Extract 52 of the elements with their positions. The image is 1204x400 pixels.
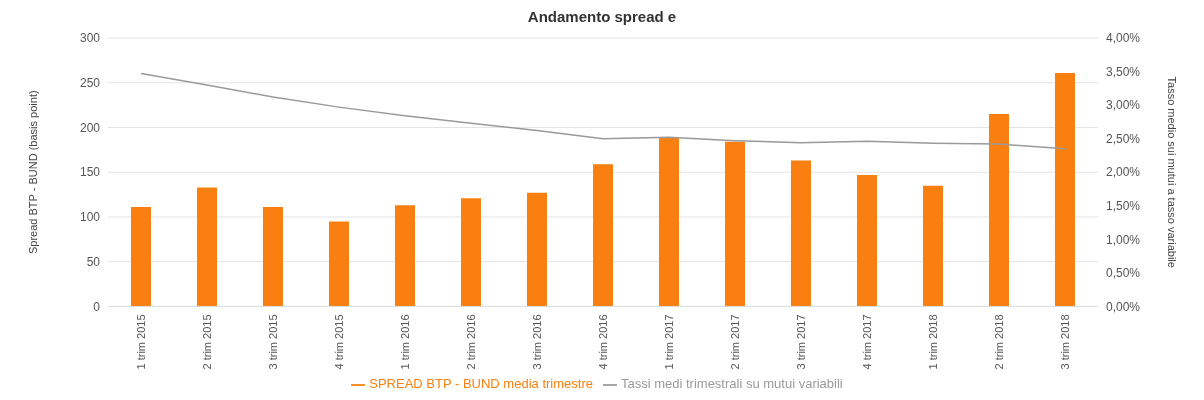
x-tick-label: 3 trim 2018 — [1058, 314, 1071, 370]
bar — [527, 192, 547, 307]
bar — [1055, 72, 1075, 307]
legend-label: Tassi medi trimestrali su mutui variabili — [620, 376, 843, 392]
bar — [461, 198, 481, 307]
x-tick-label: 2 trim 2016 — [464, 314, 477, 370]
x-tick-label: 4 trim 2016 — [596, 314, 609, 370]
legend-label: SPREAD BTP - BUND media trimestre — [369, 376, 593, 392]
y2-tick-label: 2,50% — [1106, 131, 1141, 146]
x-tick-label: 1 trim 2016 — [398, 314, 411, 370]
y2-tick-label: 0,50% — [1106, 266, 1141, 281]
y-axis-title: Spread BTP - BUND (basis point) — [26, 90, 39, 255]
x-tick-label: 3 trim 2015 — [266, 314, 279, 370]
line-series — [140, 72, 1066, 150]
bar — [791, 160, 811, 307]
bar — [923, 185, 943, 307]
y2-tick-label: 0,00% — [1106, 299, 1141, 314]
bar — [395, 205, 415, 307]
bar — [989, 114, 1009, 307]
y-tick-label: 50 — [86, 254, 101, 269]
chart-title: Andamento spread e — [526, 8, 678, 27]
bar — [329, 221, 349, 307]
bar — [197, 187, 217, 307]
y-tick-label: 150 — [79, 165, 101, 180]
y-tick-label: 300 — [79, 31, 101, 46]
bar — [725, 141, 745, 307]
y-tick-label: 200 — [79, 120, 101, 135]
x-tick-label: 2 trim 2015 — [200, 314, 213, 370]
x-tick-label: 1 trim 2015 — [134, 314, 147, 370]
y-tick-label: 250 — [79, 76, 101, 90]
y2-tick-label: 3,00% — [1106, 98, 1141, 113]
bar — [131, 207, 151, 307]
x-tick-label: 2 trim 2018 — [992, 314, 1005, 370]
x-tick-label: 3 trim 2017 — [794, 314, 807, 370]
y2-tick-label: 1,00% — [1106, 232, 1141, 247]
bar — [659, 137, 679, 307]
x-tick-label: 2 trim 2017 — [728, 314, 741, 370]
x-tick-label: 3 trim 2016 — [530, 314, 543, 370]
x-tick-label: 4 trim 2017 — [860, 314, 873, 370]
y2-tick-label: 4,00% — [1106, 31, 1141, 46]
x-tick-label: 1 trim 2017 — [662, 314, 675, 370]
y2-tick-label: 2,00% — [1106, 165, 1141, 180]
bar — [263, 207, 283, 307]
x-tick-label: 4 trim 2015 — [332, 314, 345, 370]
bar — [857, 174, 877, 307]
y2-tick-label: 3,50% — [1106, 64, 1141, 79]
y-tick-label: 0 — [93, 299, 101, 314]
y2-tick-label: 1,50% — [1106, 199, 1141, 214]
x-tick-label: 1 trim 2018 — [926, 314, 939, 370]
y2-axis-title: Tasso medio sui mutui a tasso variabile — [1166, 76, 1179, 268]
y-tick-label: 100 — [79, 210, 101, 225]
bar — [593, 164, 613, 307]
